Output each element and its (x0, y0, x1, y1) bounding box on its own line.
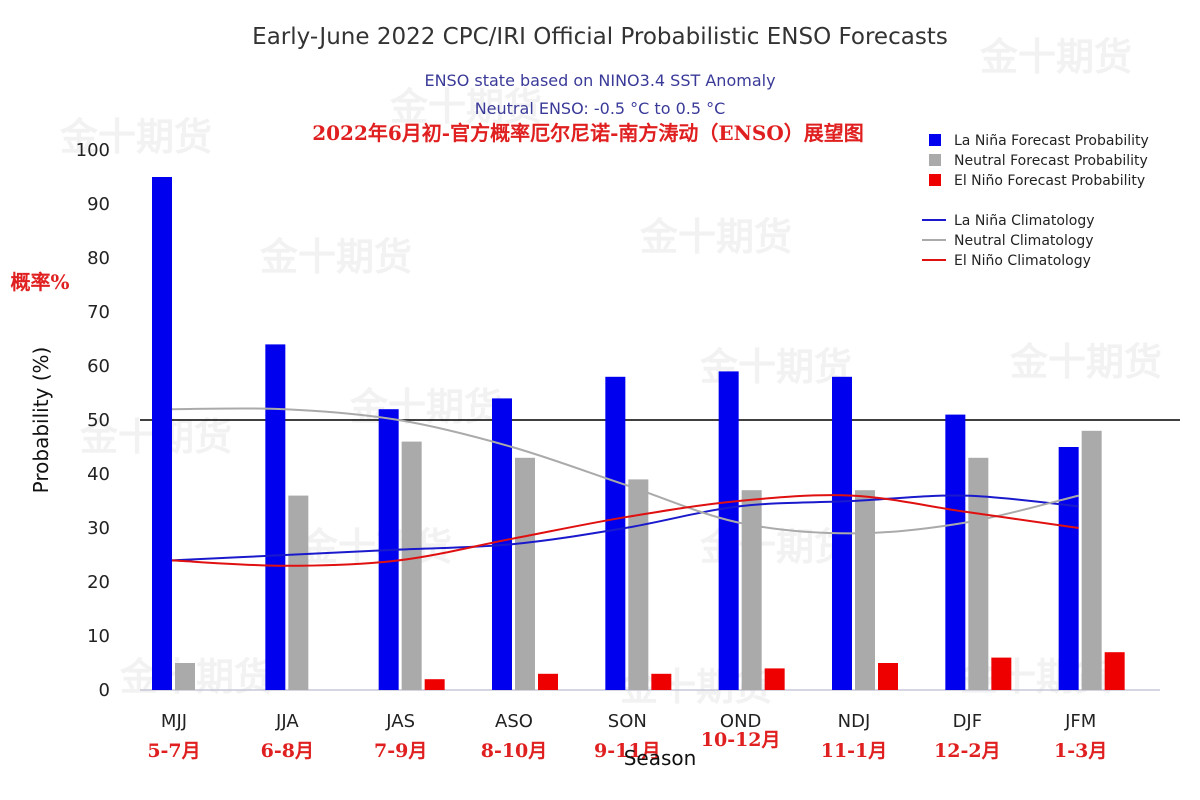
x-tick-label-cn: 8-10月 (481, 740, 548, 762)
legend-label: Neutral Climatology (954, 233, 1094, 249)
bar-layer (152, 177, 1125, 690)
y-tick-label: 10 (87, 626, 110, 647)
bar-neutral-forecast-probability-aso (515, 457, 535, 690)
x-tick-label: ASO (495, 711, 533, 732)
bar-el-ni-o-forecast-probability-ond (764, 668, 785, 690)
x-axis-title: Season (624, 746, 697, 770)
x-tick-label-cn: 11-1月 (821, 740, 888, 762)
x-tick-label: SON (608, 711, 647, 732)
bar-el-ni-o-forecast-probability-son (651, 673, 672, 690)
y-tick-label: 20 (87, 572, 110, 593)
y-axis-title: Probability (%) (29, 347, 53, 494)
bar-la-ni-a-forecast-probability-ond (718, 371, 739, 690)
x-tick-label: NDJ (838, 711, 871, 732)
x-tick-label-cn: 6-8月 (261, 740, 314, 762)
bar-el-ni-o-forecast-probability-jfm (1104, 652, 1125, 690)
bar-la-ni-a-forecast-probability-jja (265, 344, 286, 690)
y-tick-label: 0 (99, 680, 110, 701)
x-tick-label-cn: 7-9月 (374, 740, 427, 762)
bar-el-ni-o-forecast-probability-djf (991, 657, 1012, 690)
bar-la-ni-a-forecast-probability-jfm (1058, 447, 1079, 690)
bar-el-ni-o-forecast-probability-aso (538, 673, 558, 690)
watermark-text: 金十期货 (259, 235, 412, 279)
chart-subtitle-2: Neutral ENSO: -0.5 °C to 0.5 °C (475, 99, 726, 118)
x-axis: MJJ 5-7月 JJA 6-8月 JAS 7-9月 ASO 8-10月 SON 9-11月 OND… (147, 711, 1107, 762)
bar-neutral-forecast-probability-jja (288, 495, 309, 690)
watermark-text: 金十期货 (299, 525, 452, 569)
x-tick-label-cn: 9-11月 (594, 740, 661, 762)
y-tick-label: 60 (87, 356, 110, 377)
bar-la-ni-a-forecast-probability-mjj (152, 177, 172, 690)
legend-label: La Niña Forecast Probability (954, 133, 1149, 149)
legend-label: El Niño Climatology (954, 253, 1091, 269)
bar-neutral-forecast-probability-ndj (855, 490, 875, 690)
watermark-text: 金十期货 (1009, 340, 1162, 384)
x-tick-label: JAS (385, 711, 415, 732)
x-tick-label-cn: 5-7月 (147, 740, 200, 762)
line-la-ni-a-climatology (171, 494, 1079, 562)
chart-subtitle-1: ENSO state based on NINO3.4 SST Anomaly (424, 71, 775, 90)
legend-swatch (929, 134, 941, 146)
x-tick-label: MJJ (161, 711, 187, 732)
x-tick-label: OND (720, 711, 762, 732)
bar-la-ni-a-forecast-probability-djf (945, 414, 966, 690)
x-tick-label: DJF (953, 711, 983, 732)
y-tick-label: 30 (87, 518, 110, 539)
watermark-text: 金十期货 (639, 215, 792, 259)
x-tick-label-cn: 10-12月 (701, 729, 781, 751)
watermark-text: 金十期货 (389, 85, 542, 129)
y-axis-title-cn: 概率% (10, 270, 69, 294)
watermark-text: 金十期货 (979, 35, 1132, 79)
y-axis: 0 10 20 30 40 50 60 70 80 90 100 (76, 140, 1180, 701)
y-tick-label: 90 (87, 194, 110, 215)
bar-el-ni-o-forecast-probability-jas (424, 679, 445, 690)
bar-neutral-forecast-probability-jas (401, 441, 422, 690)
x-tick-label: JFM (1064, 711, 1096, 732)
watermark-text: 金十期货 (349, 385, 502, 429)
y-tick-label: 100 (76, 140, 110, 161)
y-tick-label: 70 (87, 302, 110, 323)
bar-la-ni-a-forecast-probability-son (605, 376, 626, 690)
legend-swatch (929, 174, 941, 186)
y-tick-label: 40 (87, 464, 110, 485)
y-tick-label: 50 (87, 410, 110, 431)
climatology-lines (171, 407, 1079, 567)
chart-title-cn: 2022年6月初-官方概率厄尔尼诺-南方涛动（ENSO）展望图 (312, 121, 864, 145)
bar-neutral-forecast-probability-mjj (175, 663, 195, 690)
watermark-text: 金十期货 (59, 115, 212, 159)
legend-label: Neutral Forecast Probability (954, 153, 1148, 169)
chart-title: Early-June 2022 CPC/IRI Official Probabi… (252, 24, 948, 50)
watermark-text: 金十期货 (119, 655, 272, 699)
bar-neutral-forecast-probability-ond (741, 490, 762, 690)
legend: La Niña Forecast Probability Neutral Fore… (922, 133, 1149, 269)
y-tick-label: 80 (87, 248, 110, 269)
legend-label: El Niño Forecast Probability (954, 173, 1145, 189)
x-tick-label-cn: 12-2月 (934, 740, 1001, 762)
line-el-ni-o-climatology (171, 494, 1079, 567)
bar-neutral-forecast-probability-jfm (1081, 430, 1102, 690)
x-tick-label: JJA (275, 711, 299, 732)
x-tick-label-cn: 1-3月 (1054, 740, 1107, 762)
legend-label: La Niña Climatology (954, 213, 1095, 229)
bar-neutral-forecast-probability-son (628, 479, 649, 690)
bar-el-ni-o-forecast-probability-ndj (878, 663, 898, 690)
bar-neutral-forecast-probability-djf (968, 457, 989, 690)
line-neutral-climatology (171, 407, 1079, 535)
legend-swatch (929, 154, 941, 166)
